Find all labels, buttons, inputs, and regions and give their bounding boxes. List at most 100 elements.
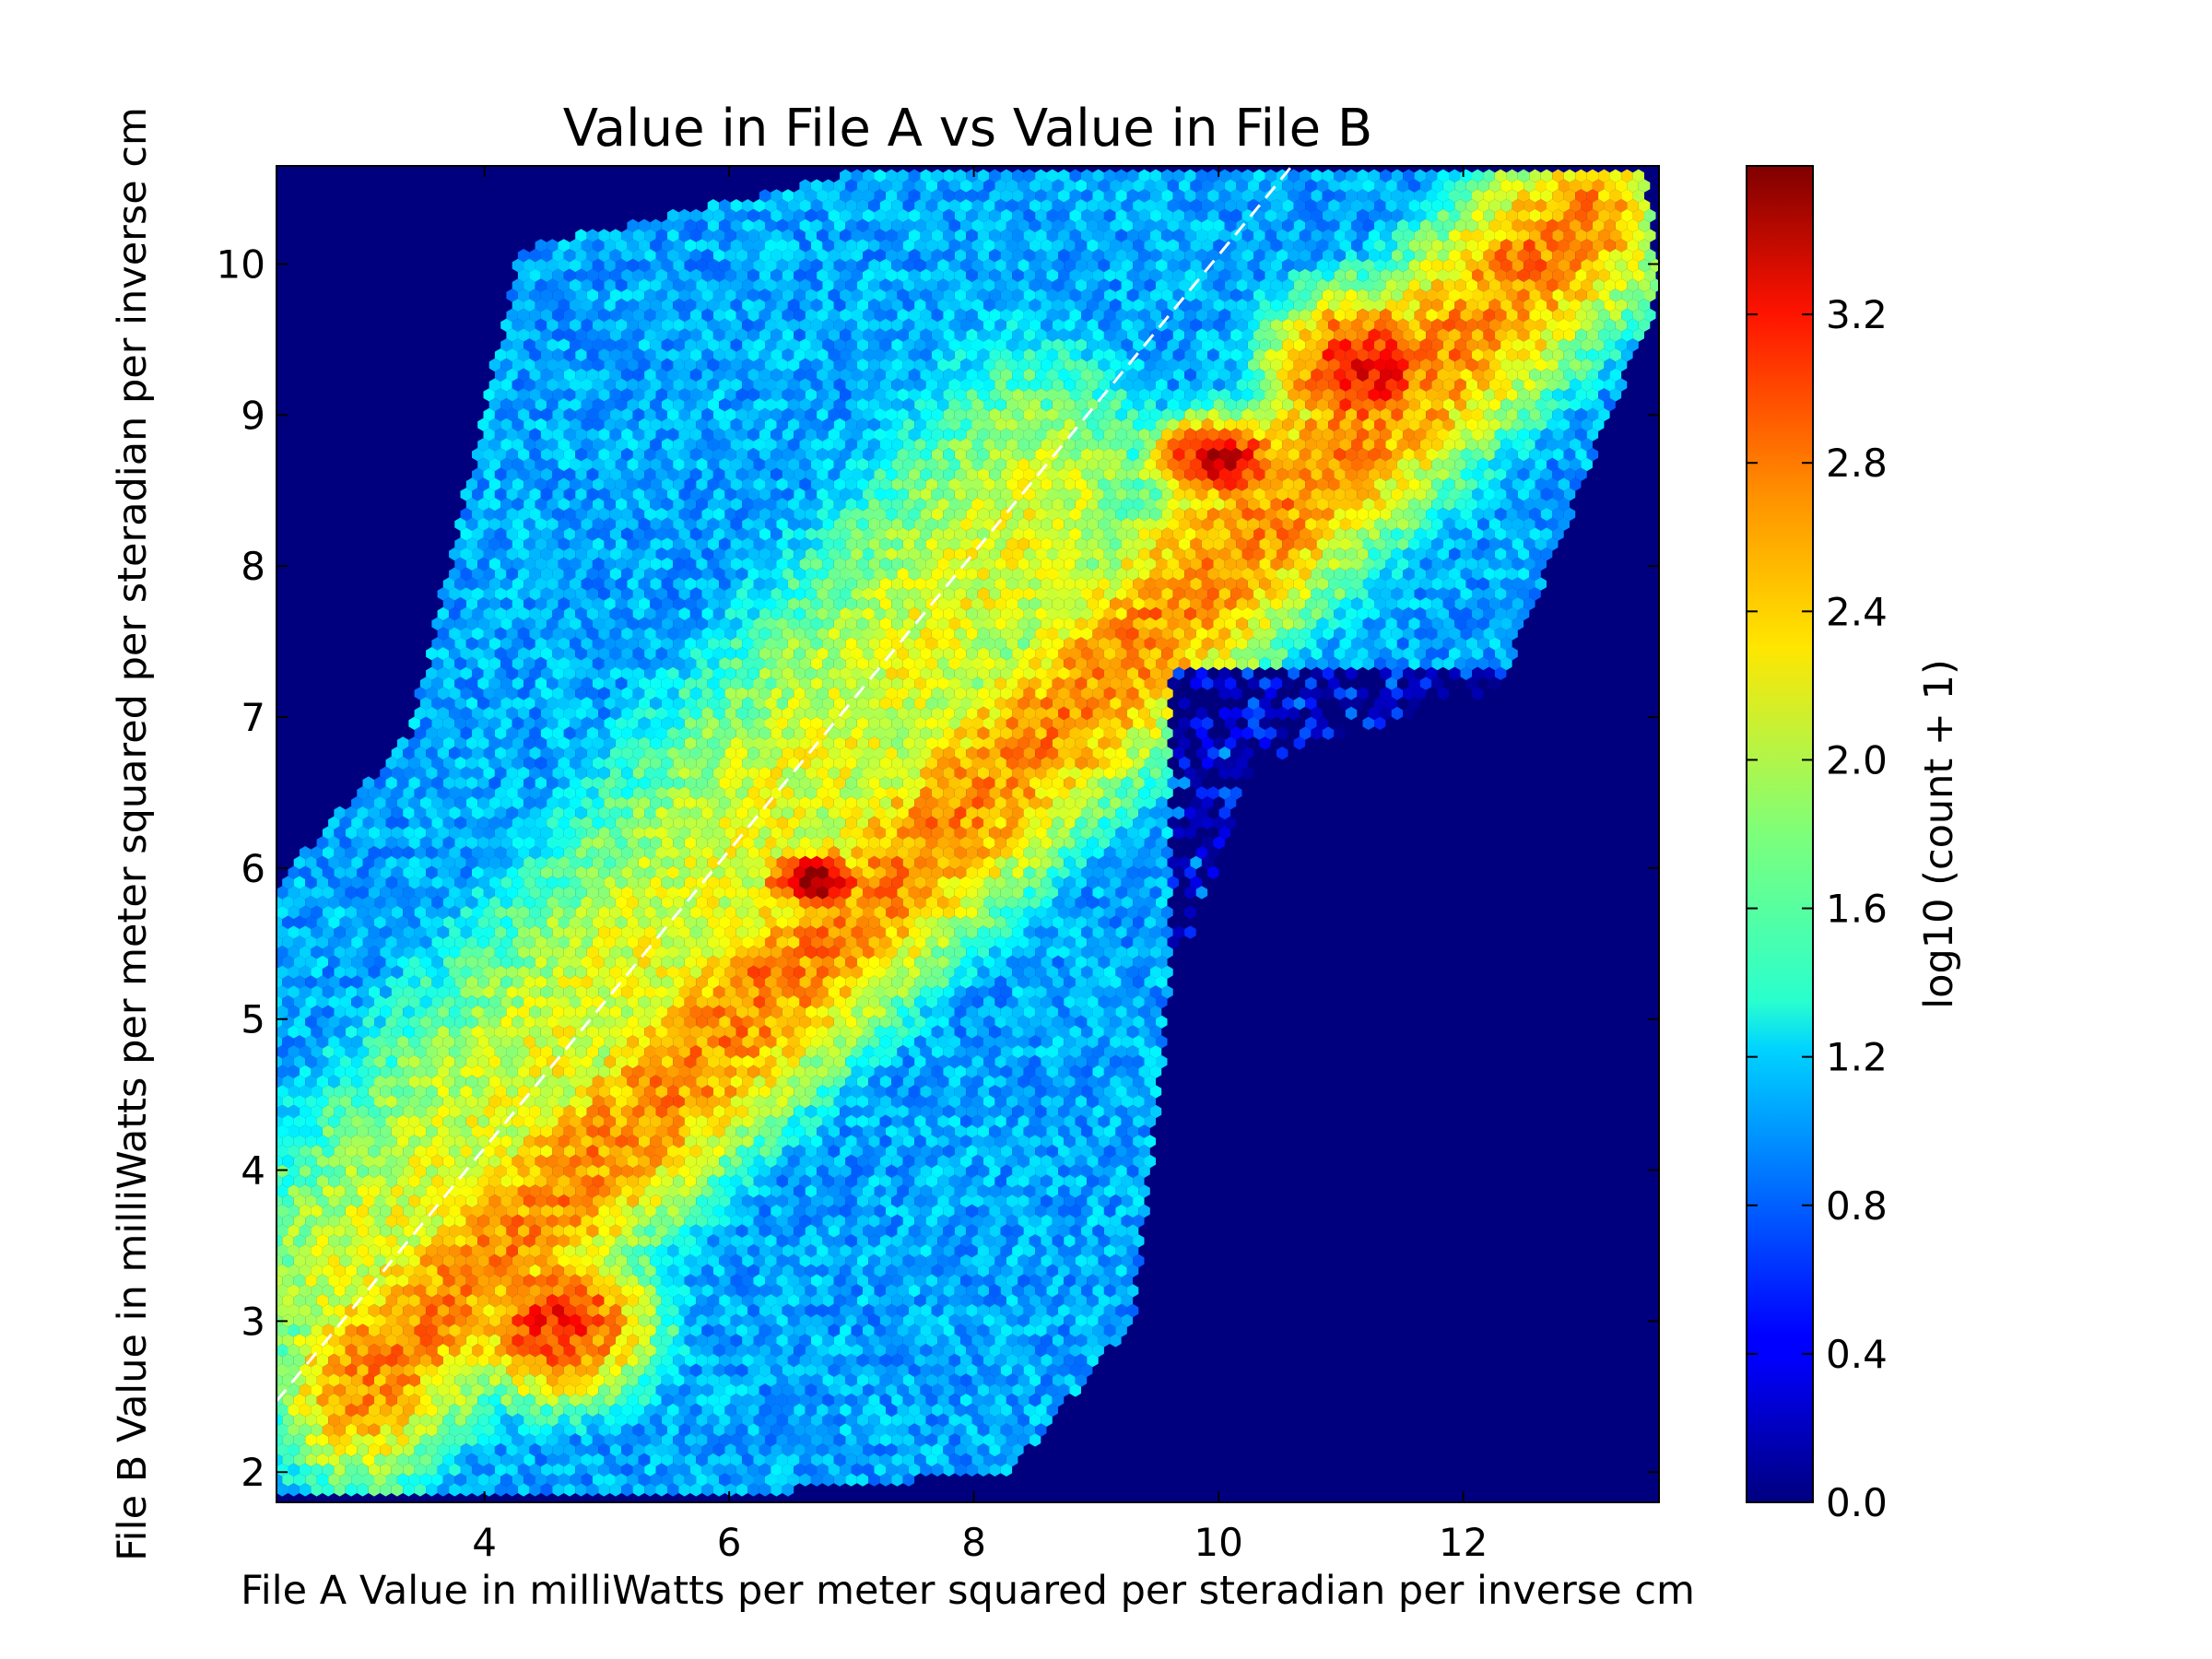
hexbin-cell bbox=[1029, 278, 1041, 292]
hexbin-cell bbox=[1334, 249, 1346, 263]
hexbin-cell bbox=[1247, 239, 1260, 253]
hexbin-cell bbox=[1512, 179, 1524, 193]
hexbin-cell bbox=[1265, 169, 1277, 182]
hexbin-cell bbox=[1322, 229, 1335, 242]
hexbin-cell bbox=[1305, 278, 1317, 292]
hexbin-cell bbox=[621, 249, 633, 263]
hexbin-cell bbox=[1500, 179, 1512, 193]
hexbin-cell bbox=[540, 268, 553, 282]
hexbin-cell bbox=[1357, 249, 1369, 263]
hexbin-cell bbox=[552, 288, 564, 302]
hexbin-cell bbox=[1368, 189, 1381, 203]
hexbin-cell bbox=[1115, 268, 1127, 282]
hexbin-cell bbox=[1494, 268, 1507, 282]
hexbin-cell bbox=[1012, 229, 1024, 242]
hexbin-cell bbox=[810, 258, 823, 273]
hexbin-cell bbox=[558, 278, 570, 292]
hexbin-cell bbox=[1087, 179, 1099, 193]
hexbin-cell bbox=[1172, 268, 1185, 282]
hexbin-cell bbox=[615, 258, 628, 273]
hexbin-cell bbox=[856, 218, 869, 232]
hexbin-cell bbox=[908, 249, 921, 263]
hexbin-cell bbox=[1512, 258, 1524, 273]
hexbin-cell bbox=[1103, 189, 1116, 203]
hexbin-cell bbox=[1368, 249, 1381, 263]
hexbin-cell bbox=[840, 249, 852, 263]
hexbin-cell bbox=[771, 189, 782, 203]
hexbin-cell bbox=[1598, 169, 1610, 182]
hexbin-cell bbox=[1535, 218, 1547, 232]
hexbin-cell bbox=[920, 268, 932, 282]
hexbin-cell bbox=[810, 239, 823, 253]
hexbin-cell bbox=[1419, 199, 1432, 213]
hexbin-cell bbox=[1069, 208, 1081, 223]
hexbin-cell bbox=[782, 189, 794, 203]
hexbin-cell bbox=[908, 288, 921, 302]
hexbin-cell bbox=[701, 268, 713, 282]
hexbin-cell bbox=[1230, 208, 1242, 223]
hexbin-cell bbox=[868, 278, 880, 292]
hexbin-cell bbox=[1529, 189, 1541, 203]
hexbin-cell bbox=[696, 258, 708, 273]
hexbin-cell bbox=[908, 229, 921, 242]
hexbin-cell bbox=[886, 169, 898, 182]
hexbin-cell bbox=[994, 218, 1006, 232]
hexbin-cell bbox=[1207, 268, 1219, 282]
hexbin-cell bbox=[1172, 169, 1185, 182]
hexbin-cell bbox=[1351, 199, 1363, 213]
hexbin-cell bbox=[724, 268, 736, 282]
hexbin-cell bbox=[689, 249, 702, 263]
hexbin-cell bbox=[1035, 268, 1047, 282]
hexbin-cell bbox=[1328, 258, 1340, 273]
hexbin-cell bbox=[810, 179, 823, 193]
hexbin-cell bbox=[1524, 278, 1535, 292]
hexbin-cell bbox=[1552, 208, 1564, 223]
hexbin-cell bbox=[1201, 179, 1214, 193]
hexbin-cell bbox=[1322, 208, 1335, 223]
hexbin-cell bbox=[989, 249, 1001, 263]
hexbin-cell bbox=[1419, 239, 1432, 253]
hexbin-cell bbox=[707, 239, 720, 253]
hexbin-cell bbox=[805, 208, 818, 223]
hexbin-cell bbox=[1075, 278, 1088, 292]
hexbin-cell bbox=[1156, 199, 1168, 213]
hexbin-cell bbox=[1570, 239, 1582, 253]
hexbin-cell bbox=[920, 189, 932, 203]
hexbin-cell bbox=[891, 218, 903, 232]
hexbin-cell bbox=[1615, 179, 1628, 193]
hexbin-cell bbox=[902, 278, 915, 292]
hexbin-cell bbox=[1305, 239, 1317, 253]
hexbin-cell bbox=[1391, 249, 1404, 263]
hexbin-cell bbox=[1218, 208, 1231, 223]
hexbin-cell bbox=[1615, 199, 1628, 213]
hexbin-cell bbox=[948, 199, 960, 213]
hexbin-cell bbox=[1570, 278, 1582, 292]
hexbin-cell bbox=[1149, 208, 1162, 223]
hexbin-cell bbox=[805, 288, 818, 302]
hexbin-cell bbox=[868, 218, 880, 232]
hexbin-cell bbox=[1299, 208, 1312, 223]
hexbin-cell bbox=[689, 288, 702, 302]
hexbin-cell bbox=[1362, 258, 1374, 273]
hexbin-cell bbox=[1265, 189, 1277, 203]
hexbin-cell bbox=[879, 258, 892, 273]
hexbin-cell bbox=[983, 199, 995, 213]
hexbin-cell bbox=[1547, 258, 1559, 273]
hexbin-cell bbox=[1213, 239, 1225, 253]
hexbin-cell bbox=[753, 239, 765, 253]
hexbin-cell bbox=[1126, 249, 1139, 263]
hexbin-cell bbox=[540, 249, 553, 263]
hexbin-cell bbox=[1396, 239, 1409, 253]
hexbin-cell bbox=[1282, 258, 1294, 273]
hexbin-cell bbox=[1241, 169, 1253, 182]
hexbin-cell bbox=[535, 278, 547, 292]
hexbin-cell bbox=[1529, 249, 1541, 263]
hexbin-cell bbox=[1023, 249, 1036, 263]
hexbin-cell bbox=[696, 278, 708, 292]
hexbin-cell bbox=[1190, 239, 1202, 253]
hexbin-cell bbox=[1362, 239, 1374, 253]
hexbin-cell bbox=[971, 179, 983, 193]
hexbin-cell bbox=[1460, 208, 1472, 223]
hexbin-cell bbox=[925, 179, 938, 193]
hexbin-cell bbox=[879, 239, 892, 253]
